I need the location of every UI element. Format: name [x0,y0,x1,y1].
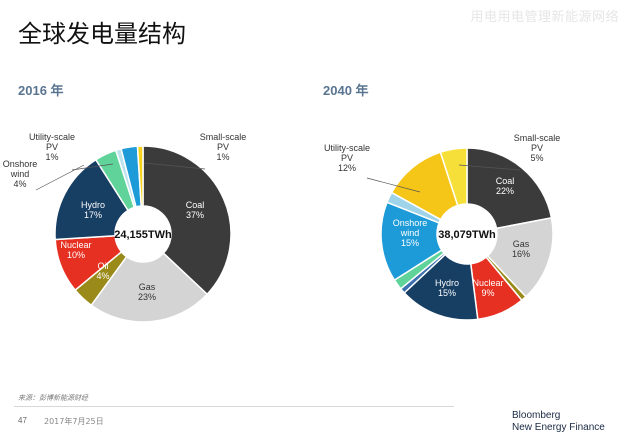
slice-label-line: 4% [96,271,109,281]
brand-logo: Bloomberg New Energy Finance [512,410,605,434]
footer-divider [14,406,454,407]
slice-small-scale-pv [439,147,468,207]
slice-coal [142,145,232,296]
slice-label-line: Onshore [393,218,428,228]
slice-label-line: 23% [138,292,156,302]
slice-label-line: 15% [401,238,419,248]
slice-label-utility-scale-pv: Utility-scale PV 12% [324,143,370,173]
chart-2016-heading: 2016 年 [18,83,64,98]
slice-label-line: 9% [481,288,494,298]
leader-line-utility-scale-pv [71,163,114,171]
slice-label-line: PV [341,153,353,163]
leader-line-small-scale-pv [143,162,206,170]
slice-label-line: 37% [186,210,204,220]
slice-label-line: wind [10,169,30,179]
slice-label-line: Utility-scale [324,143,370,153]
slice-label-line: Nuclear [60,240,91,250]
slice-label-line: Hydro [81,200,105,210]
slice-label-gas: Gas 23% [138,282,156,302]
slice-label-line: Gas [513,239,530,249]
slice-label-line: 16% [512,249,530,259]
slice-label-line: Onshore [3,159,38,169]
center-total-label: 38,079TWh [438,229,496,241]
slice-label-line: Hydro [435,278,459,288]
slice-label-line: Coal [496,176,515,186]
slice-label-line: 15% [438,288,456,298]
slice-label-line: Small-scale [200,132,247,142]
watermark-text: 用电用电管理新能源网络 [470,10,619,25]
slice-label-line: 17% [84,210,102,220]
center-total-label: 24,155TWh [114,229,172,241]
brand-line-1: Bloomberg [512,410,561,421]
slice-label-line: PV [46,142,58,152]
leader-line-small-scale-pv [458,164,521,171]
slice-label-small-scale-pv: Small-scale PV 5% [514,133,561,163]
leader-line-utility-scale-pv [366,177,421,193]
slice-label-line: 12% [338,163,356,173]
slice-label-nuclear: Nuclear 9% [472,278,503,298]
slice-gas [90,252,209,323]
slice-label-onshore-wind: Onshore wind 4% [3,159,38,189]
slice-label-line: Oil [98,261,109,271]
slice-label-hydro: Hydro 15% [435,278,459,298]
slice-label-oil: Oil 4% [96,261,109,281]
slice-label-line: Coal [186,200,205,210]
slice-label-line: 22% [496,186,514,196]
slice-label-line: 4% [13,179,26,189]
slice-label-utility-scale-pv: Utility-scale PV 1% [29,132,75,162]
brand-line-2: New Energy Finance [512,422,605,433]
slice-label-nuclear: Nuclear 10% [60,240,91,260]
slice-label-small-scale-pv: Small-scale PV 1% [200,132,247,162]
source-note: 来源：彭博新能源财经 [18,394,88,402]
slice-hydro [54,158,130,241]
slice-label-line: 5% [530,153,543,163]
slice-label-line: Small-scale [514,133,561,143]
slice-label-line: PV [217,142,229,152]
slice-label-line: wind [400,228,420,238]
slice-label-hydro: Hydro 17% [81,200,105,220]
slice-label-onshore-wind: Onshore wind 15% [393,218,428,248]
slice-label-coal: Coal 22% [496,176,515,196]
slice-label-line: Nuclear [472,278,503,288]
footer-date: 2017年7月25日 [44,417,104,426]
slice-gas [486,217,554,298]
slice-label-gas: Gas 16% [512,239,530,259]
slice-label-line: 1% [216,152,229,162]
chart-2040-heading: 2040 年 [323,83,369,98]
slice-label-line: 1% [45,152,58,162]
slice-label-line: 10% [67,250,85,260]
slice-label-coal: Coal 37% [186,200,205,220]
page-number: 47 [18,416,27,425]
slice-label-line: PV [531,143,543,153]
slice-label-line: Gas [139,282,156,292]
slice-small-scale-pv [136,145,144,207]
page-title: 全球发电量结构 [18,20,186,48]
slice-coal [466,147,553,230]
slice-label-line: Utility-scale [29,132,75,142]
